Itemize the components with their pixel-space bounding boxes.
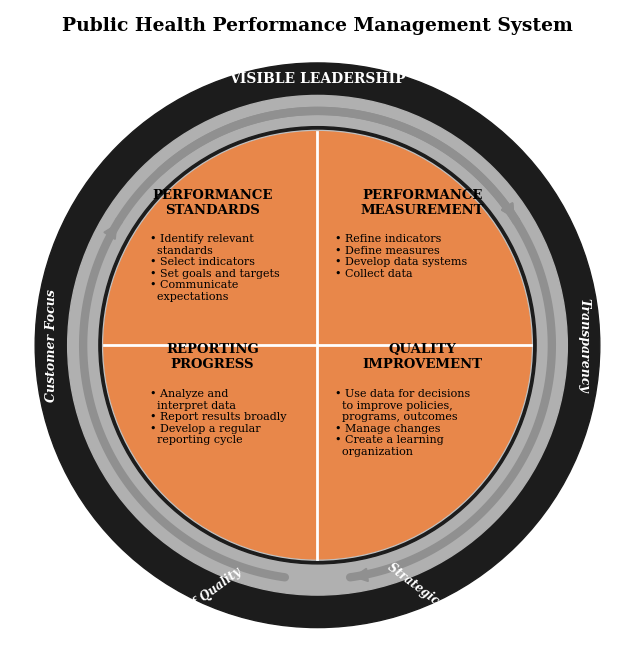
Text: • Analyze and
  interpret data
• Report results broadly
• Develop a regular
  re: • Analyze and interpret data • Report re… <box>150 389 286 446</box>
Circle shape <box>104 132 531 559</box>
Circle shape <box>103 130 532 560</box>
Text: VISIBLE LEADERSHIP: VISIBLE LEADERSHIP <box>229 72 406 86</box>
Text: Public Health Performance Management System: Public Health Performance Management Sys… <box>62 17 573 35</box>
Text: REPORTING
PROGRESS: REPORTING PROGRESS <box>166 343 259 371</box>
Text: Strategic Alignment: Strategic Alignment <box>385 561 500 652</box>
Text: PERFORMANCE
MEASUREMENT: PERFORMANCE MEASUREMENT <box>361 189 484 217</box>
Text: Transparency: Transparency <box>577 298 590 392</box>
Text: • Identify relevant
  standards
• Select indicators
• Set goals and targets
• Co: • Identify relevant standards • Select i… <box>150 234 280 302</box>
Text: PERFORMANCE
STANDARDS: PERFORMANCE STANDARDS <box>152 189 273 217</box>
Text: Culture of Quality: Culture of Quality <box>141 565 244 647</box>
Text: • Refine indicators
• Define measures
• Develop data systems
• Collect data: • Refine indicators • Define measures • … <box>335 234 467 279</box>
Circle shape <box>68 95 567 595</box>
Text: QUALITY
IMPROVEMENT: QUALITY IMPROVEMENT <box>363 343 483 371</box>
Circle shape <box>99 126 536 564</box>
Text: Customer Focus: Customer Focus <box>45 289 58 402</box>
Text: • Use data for decisions
  to improve policies,
  programs, outcomes
• Manage ch: • Use data for decisions to improve poli… <box>335 389 471 457</box>
Circle shape <box>35 63 600 628</box>
